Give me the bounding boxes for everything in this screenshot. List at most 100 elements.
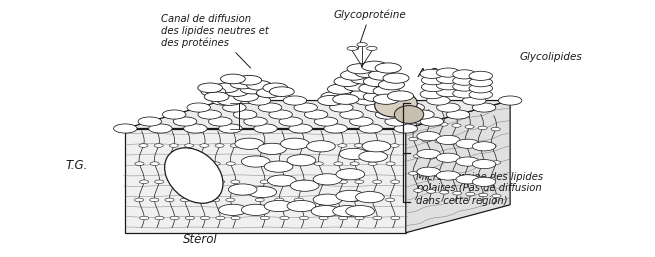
Circle shape <box>154 144 163 147</box>
Circle shape <box>242 156 270 167</box>
Circle shape <box>198 83 223 93</box>
Circle shape <box>299 180 309 183</box>
Circle shape <box>258 103 282 112</box>
Circle shape <box>229 184 257 195</box>
Circle shape <box>350 198 359 202</box>
Circle shape <box>274 198 284 202</box>
Circle shape <box>319 216 328 220</box>
Circle shape <box>307 141 335 152</box>
Circle shape <box>170 216 179 220</box>
Circle shape <box>200 144 209 147</box>
Circle shape <box>456 139 479 148</box>
Circle shape <box>492 161 501 164</box>
Circle shape <box>357 43 367 47</box>
Circle shape <box>336 169 365 180</box>
Circle shape <box>257 143 286 154</box>
Circle shape <box>237 75 261 85</box>
Circle shape <box>200 180 210 183</box>
Circle shape <box>421 82 445 92</box>
Circle shape <box>436 153 460 162</box>
Circle shape <box>372 144 381 147</box>
Circle shape <box>279 144 288 147</box>
Text: Canal de diffusion
des lipides neutres et
des protéines: Canal de diffusion des lipides neutres e… <box>161 14 269 68</box>
Circle shape <box>426 121 435 125</box>
Circle shape <box>368 162 377 166</box>
Circle shape <box>453 158 462 161</box>
Circle shape <box>456 175 479 184</box>
Circle shape <box>263 83 288 93</box>
Circle shape <box>234 92 258 102</box>
Circle shape <box>340 110 364 119</box>
Circle shape <box>242 204 270 215</box>
Circle shape <box>355 216 364 220</box>
Circle shape <box>453 76 476 85</box>
Circle shape <box>436 171 460 180</box>
Circle shape <box>350 117 373 126</box>
Circle shape <box>231 180 240 183</box>
Circle shape <box>367 198 377 202</box>
Circle shape <box>247 80 271 90</box>
Circle shape <box>231 79 255 89</box>
Circle shape <box>280 216 289 220</box>
Circle shape <box>248 96 271 105</box>
Circle shape <box>338 144 347 147</box>
Circle shape <box>260 180 269 183</box>
Circle shape <box>426 155 436 159</box>
Circle shape <box>149 124 172 133</box>
Circle shape <box>456 157 479 166</box>
Circle shape <box>223 103 246 112</box>
Circle shape <box>420 90 443 99</box>
Circle shape <box>466 192 475 196</box>
Circle shape <box>472 177 496 187</box>
Circle shape <box>204 92 229 102</box>
Circle shape <box>478 126 487 130</box>
Circle shape <box>214 83 239 93</box>
Circle shape <box>183 124 207 133</box>
Circle shape <box>469 84 493 93</box>
Circle shape <box>385 117 408 126</box>
Circle shape <box>388 91 413 101</box>
Circle shape <box>219 204 248 215</box>
Circle shape <box>275 162 284 166</box>
Circle shape <box>434 173 443 177</box>
Circle shape <box>440 157 449 160</box>
Circle shape <box>453 82 476 91</box>
Circle shape <box>211 198 219 202</box>
Circle shape <box>289 124 312 133</box>
Circle shape <box>383 73 409 83</box>
Circle shape <box>215 216 225 220</box>
Circle shape <box>413 189 422 192</box>
Circle shape <box>453 89 476 98</box>
Ellipse shape <box>164 148 223 203</box>
Circle shape <box>181 162 190 166</box>
Circle shape <box>318 95 344 106</box>
Circle shape <box>334 76 360 87</box>
Circle shape <box>344 81 370 91</box>
Circle shape <box>290 180 319 191</box>
Circle shape <box>235 138 263 149</box>
Circle shape <box>350 89 377 99</box>
Circle shape <box>341 70 367 80</box>
Text: Glycolipides: Glycolipides <box>520 52 583 62</box>
Circle shape <box>390 144 399 147</box>
Circle shape <box>226 198 235 202</box>
Circle shape <box>359 151 388 162</box>
Circle shape <box>267 175 296 186</box>
Circle shape <box>479 160 488 163</box>
Circle shape <box>140 180 149 183</box>
Circle shape <box>138 117 162 126</box>
Circle shape <box>334 162 343 166</box>
Circle shape <box>231 216 240 220</box>
Circle shape <box>375 110 399 119</box>
Circle shape <box>198 110 221 119</box>
Circle shape <box>280 138 309 149</box>
Circle shape <box>240 84 265 94</box>
Circle shape <box>279 117 303 126</box>
Circle shape <box>328 84 354 94</box>
Circle shape <box>498 96 522 105</box>
Circle shape <box>426 190 436 193</box>
Text: Stérol: Stérol <box>183 233 217 246</box>
Circle shape <box>314 162 324 166</box>
Circle shape <box>140 216 149 220</box>
Circle shape <box>162 110 186 119</box>
